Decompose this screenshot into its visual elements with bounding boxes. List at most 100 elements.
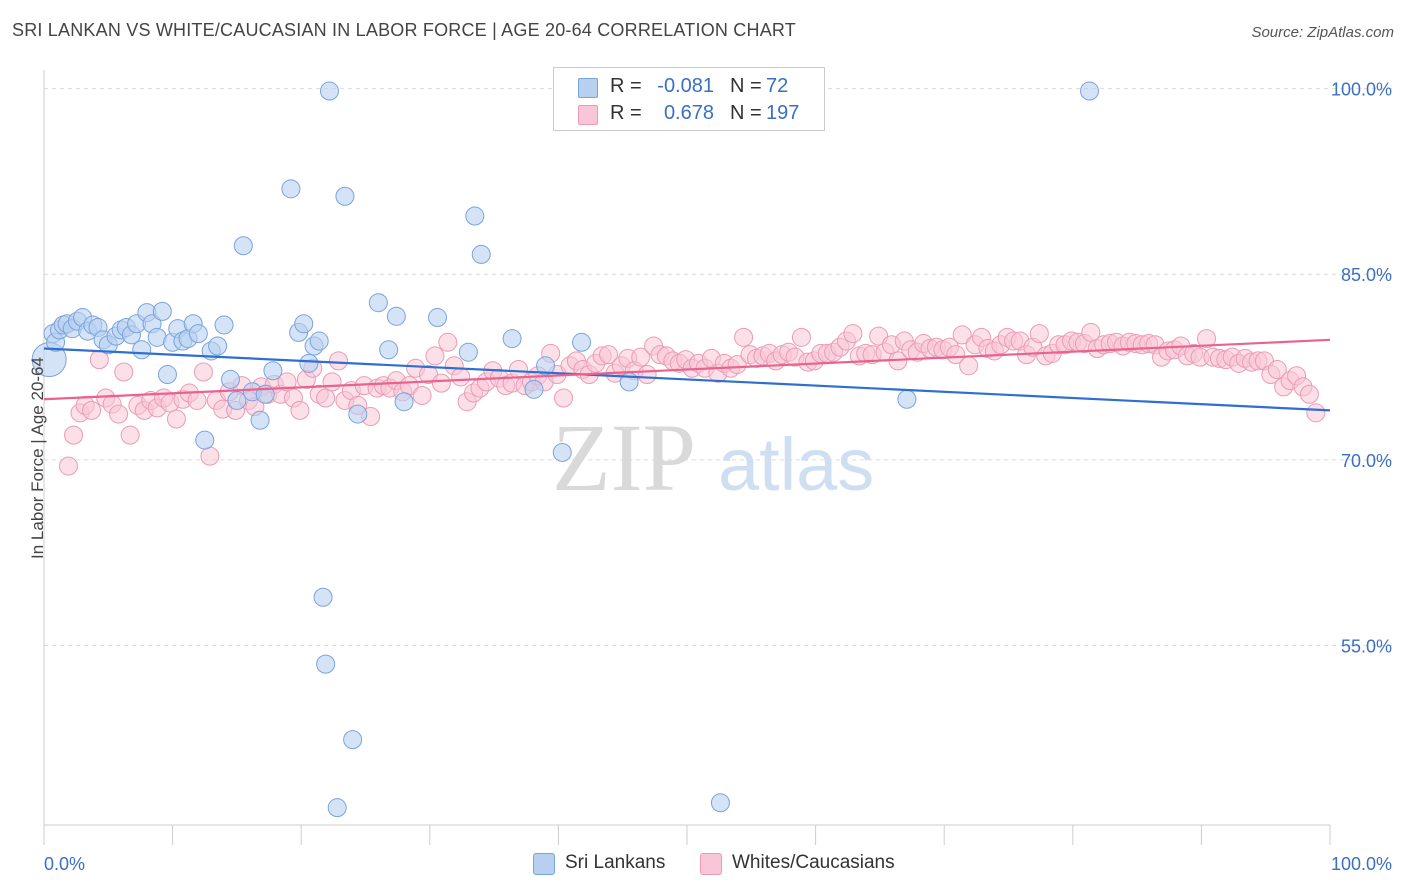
bottom-legend-label: Whites/Caucasians — [732, 852, 895, 873]
bottom-legend-swatch-pink — [700, 853, 722, 875]
x-tick-label: 100.0% — [1331, 854, 1392, 874]
blue-data-point — [220, 369, 240, 389]
y-tick-label: 55.0% — [1341, 637, 1392, 657]
legend-row-sri-lankans: R = -0.081 N = 72 — [554, 74, 824, 100]
blue-data-point — [299, 353, 319, 373]
blue-data-point — [188, 324, 208, 344]
legend-r-value: 0.678 — [663, 102, 714, 124]
blue-data-point — [502, 329, 522, 349]
pink-data-point — [554, 388, 574, 408]
pink-data-point — [58, 456, 78, 476]
pink-data-point — [431, 373, 451, 393]
blue-trend-line — [43, 347, 1331, 412]
pink-data-point — [1081, 322, 1101, 342]
legend-swatch-blue — [578, 78, 598, 98]
blue-data-point — [572, 332, 592, 352]
y-tick-label: 70.0% — [1341, 451, 1392, 471]
blue-data-point — [195, 430, 215, 450]
pink-data-point — [727, 355, 747, 375]
pink-data-point — [1306, 403, 1326, 423]
blue-data-point — [250, 410, 270, 430]
watermark-zip: ZIP — [552, 404, 696, 511]
watermark-atlas: atlas — [718, 423, 874, 506]
blue-data-point — [552, 442, 572, 462]
blue-data-point — [214, 315, 234, 335]
blue-data-point — [428, 308, 448, 328]
legend-swatch-pink — [578, 105, 598, 125]
pink-data-point — [277, 372, 297, 392]
pink-data-point — [64, 425, 84, 445]
y-axis-label: In Labor Force | Age 20-64 — [28, 357, 47, 559]
blue-data-point — [386, 306, 406, 326]
pink-data-point — [290, 400, 310, 420]
pink-data-point — [959, 356, 979, 376]
pink-data-point — [946, 345, 966, 365]
trend-lines — [43, 338, 1331, 412]
y-tick-label: 100.0% — [1331, 80, 1392, 100]
blue-data-point — [348, 404, 368, 424]
pink-data-point — [734, 327, 754, 347]
blue-data-point — [132, 340, 152, 360]
pink-data-point — [438, 332, 458, 352]
blue-data-point — [368, 293, 388, 313]
pink-data-point — [82, 400, 102, 420]
blue-data-point — [335, 186, 355, 206]
blue-data-point — [394, 392, 414, 412]
blue-data-point — [263, 361, 283, 381]
pink-data-point — [1299, 384, 1319, 404]
blue-data-point — [379, 340, 399, 360]
blue-data-point — [897, 389, 917, 409]
blue-data-point — [309, 331, 329, 351]
chart-source: Source: ZipAtlas.com — [1251, 24, 1394, 41]
gridlines — [44, 88, 1392, 647]
pink-data-point — [187, 390, 207, 410]
blue-data-point — [316, 654, 336, 674]
blue-data-point — [313, 587, 333, 607]
blue-data-point — [319, 81, 339, 101]
pink-data-point — [637, 364, 657, 384]
pink-data-point — [509, 360, 529, 380]
pink-data-point — [1197, 329, 1217, 349]
pink-data-point — [200, 446, 220, 466]
blue-data-point — [327, 798, 347, 818]
pink-data-point — [109, 404, 129, 424]
pink-data-point — [425, 346, 445, 366]
blue-data-point — [536, 356, 556, 376]
pink-data-point — [412, 386, 432, 406]
blue-data-point — [152, 301, 172, 321]
x-tick-label: 0.0% — [44, 854, 85, 874]
y-tick-label: 85.0% — [1341, 265, 1392, 285]
blue-data-point — [157, 364, 177, 384]
blue-data-point — [227, 390, 247, 410]
pink-data-point — [193, 362, 213, 382]
pink-data-point — [120, 425, 140, 445]
blue-data-point — [294, 314, 314, 334]
legend-n-value: 197 — [766, 102, 800, 124]
blue-data-point — [458, 342, 478, 362]
correlation-legend: R = -0.081 N = 72 R = 0.678 N = 197 — [553, 67, 825, 131]
tick-labels: 55.0% 70.0% 85.0% 100.0% 0.0% 100.0% — [44, 80, 1392, 874]
watermark: ZIP atlas — [552, 404, 874, 511]
chart-title: SRI LANKAN VS WHITE/CAUCASIAN IN LABOR F… — [12, 20, 796, 40]
legend-r-label: R = — [610, 75, 642, 97]
pink-data-point — [791, 327, 811, 347]
pink-data-point — [1029, 324, 1049, 344]
legend-n-label: N = — [730, 75, 762, 97]
blue-data-point — [1080, 81, 1100, 101]
legend-r-label: R = — [610, 102, 642, 124]
blue-data-point — [343, 730, 363, 750]
blue-data-point — [524, 379, 544, 399]
legend-n-label: N = — [730, 102, 762, 124]
axes — [43, 70, 1331, 845]
pink-data-point — [1267, 360, 1287, 380]
pink-trend-line — [43, 338, 1331, 401]
bottom-legend-label: Sri Lankans — [565, 852, 666, 873]
legend-r-value: -0.081 — [657, 75, 714, 97]
pink-data-point — [631, 347, 651, 367]
pink-data-point — [952, 325, 972, 345]
blue-data-point — [281, 179, 301, 199]
pink-data-point — [599, 345, 619, 365]
legend-n-value: 72 — [766, 75, 789, 97]
pink-data-point — [843, 324, 863, 344]
pink-data-point — [166, 409, 186, 429]
